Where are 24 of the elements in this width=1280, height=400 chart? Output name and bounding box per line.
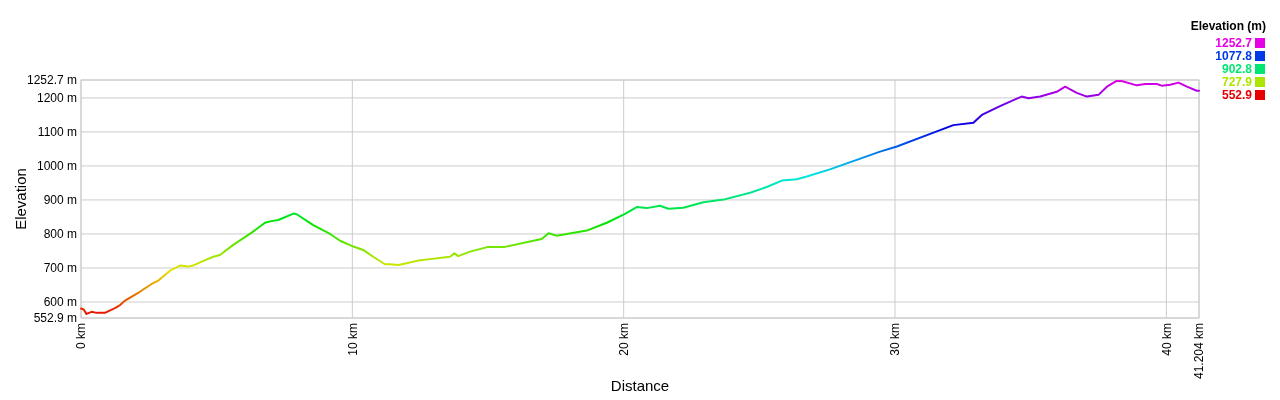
y-tick-label: 1100 m — [37, 125, 77, 140]
x-tick-label: 10 km — [345, 323, 360, 356]
y-tick-label: 600 m — [43, 295, 77, 310]
x-tick-label: 30 km — [888, 323, 903, 356]
x-tick-label: 40 km — [1159, 323, 1174, 356]
y-tick-label: 1000 m — [36, 159, 77, 174]
y-tick-label: 900 m — [43, 193, 77, 208]
x-axis-title: Distance — [610, 377, 670, 394]
y-tick-label: 1252.7 m — [26, 73, 77, 88]
color-bar-label: 727.9 — [1221, 75, 1253, 90]
line-series — [80, 79, 1200, 315]
y-tick-label: 800 m — [43, 227, 77, 242]
y-tick-label: 700 m — [43, 261, 77, 276]
y-tick-label: 552.9 m — [33, 311, 77, 326]
color-bar-label: 552.9 — [1221, 88, 1253, 103]
x-tick-label: 20 km — [616, 323, 631, 356]
color-bar-label: 1252.7 — [1215, 36, 1253, 51]
color-bar-title: Elevation (m) — [1190, 19, 1266, 33]
y-axis-title: Elevation — [12, 168, 29, 230]
x-tick-label: 0 km — [74, 323, 89, 350]
x-tick-label: 41.204 km — [1192, 323, 1207, 380]
color-bar-label: 1077.8 — [1215, 49, 1253, 64]
color-bar-label: 902.8 — [1221, 62, 1253, 77]
y-tick-label: 1200 m — [36, 91, 77, 106]
